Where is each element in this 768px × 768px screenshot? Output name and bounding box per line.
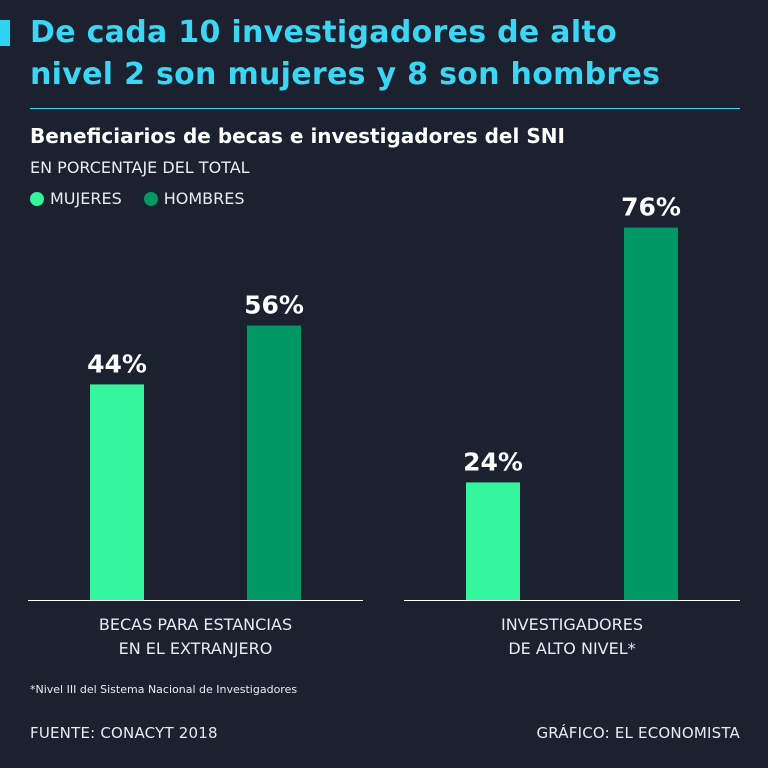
legend: MUJERES HOMBRES (30, 189, 245, 208)
footnote: *Nivel III del Sistema Nacional de Inves… (30, 683, 298, 696)
bar-hombres-0 (247, 325, 301, 600)
headline-line-1: De cada 10 investigadores de alto (30, 15, 617, 50)
bar-hombres-1 (624, 227, 678, 600)
bar-mujeres-0 (90, 384, 144, 600)
chart-subtitle: Beneficiarios de becas e investigadores … (30, 124, 565, 148)
graphic-credit: GRÁFICO: EL ECONOMISTA (536, 724, 740, 742)
data-label-mujeres-0: 44% (87, 349, 147, 378)
legend-item-hombres: HOMBRES (143, 189, 245, 208)
headline-line-2: nivel 2 son mujeres y 8 son hombres (30, 57, 661, 92)
legend-label-hombres: HOMBRES (163, 189, 245, 208)
legend-swatch-hombres (143, 191, 158, 206)
headline-divider (30, 108, 740, 109)
data-label-hombres-0: 56% (244, 291, 304, 320)
category-label-0-line-1: EN EL EXTRANJERO (119, 639, 273, 658)
category-label-1-line-1: DE ALTO NIVEL* (508, 639, 635, 658)
unit-label: EN PORCENTAJE DEL TOTAL (30, 158, 250, 177)
legend-swatch-mujeres (30, 191, 44, 206)
headline: De cada 10 investigadores de alto nivel … (30, 12, 760, 96)
legend-label-mujeres: MUJERES (50, 189, 122, 208)
category-label-1-line-0: INVESTIGADORES (501, 615, 643, 634)
data-label-mujeres-1: 24% (463, 447, 523, 476)
title-accent-bar (0, 20, 10, 46)
data-label-hombres-1: 76% (621, 193, 681, 222)
bar-mujeres-1 (466, 482, 520, 600)
source-note: FUENTE: CONACYT 2018 (30, 724, 218, 742)
legend-item-mujeres: MUJERES (30, 189, 122, 208)
category-label-0-line-0: BECAS PARA ESTANCIAS (99, 615, 292, 634)
